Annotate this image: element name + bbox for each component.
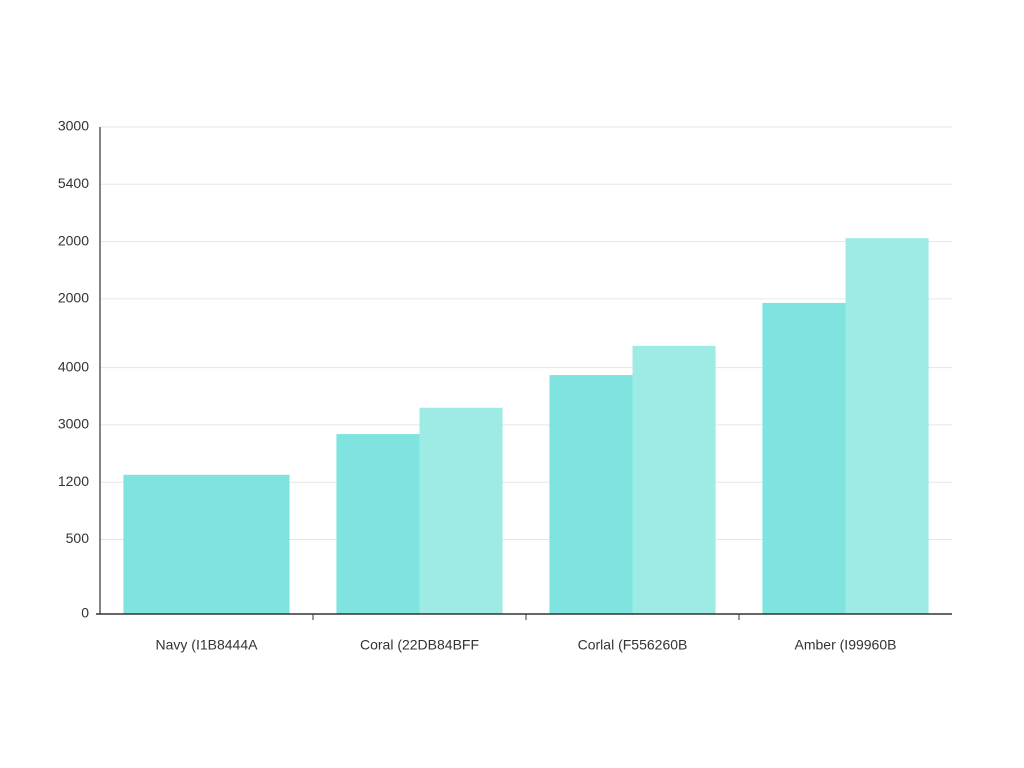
bar <box>123 474 290 614</box>
y-tick-label: 2000 <box>58 290 89 306</box>
y-tick-label: 4000 <box>58 358 89 374</box>
bar <box>419 407 503 614</box>
y-tick-label: 3000 <box>58 118 89 134</box>
y-tick-label: 2000 <box>58 232 89 248</box>
y-tick-label: 1200 <box>58 473 89 489</box>
y-tick-label: 5400 <box>58 175 89 191</box>
x-tick-label: Amber (I99960B <box>795 637 897 653</box>
bar <box>845 238 929 615</box>
x-tick-label: Navy (I1B8444A <box>156 637 259 653</box>
bar <box>549 375 633 614</box>
y-tick-label: 3000 <box>58 416 89 432</box>
x-tick-label: Coral (22DB84BFF <box>360 637 479 653</box>
bar <box>632 345 716 614</box>
y-tick-label: 0 <box>81 605 89 621</box>
x-tick-label: Corlal (F556260B <box>578 637 688 653</box>
bar <box>336 434 420 614</box>
bar <box>762 302 846 614</box>
y-tick-label: 500 <box>66 530 90 546</box>
